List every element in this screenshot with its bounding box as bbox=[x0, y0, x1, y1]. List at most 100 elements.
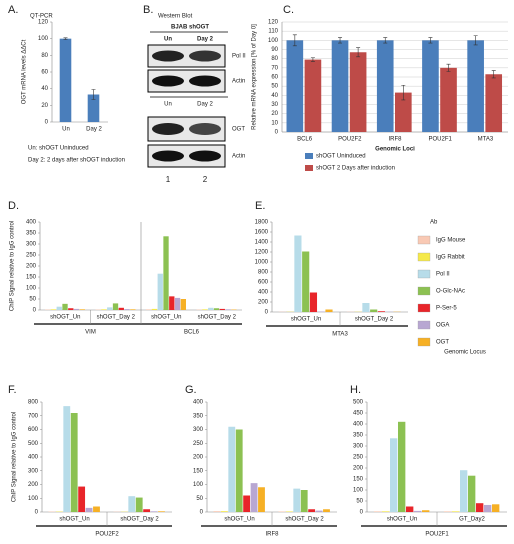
x-tick-label: shOGT_Un bbox=[50, 315, 80, 321]
bar bbox=[302, 251, 310, 312]
blot bbox=[147, 144, 226, 168]
y-tick-label: 150 bbox=[353, 477, 364, 483]
y-tick-label: 400 bbox=[28, 455, 39, 461]
y-tick-label: 0 bbox=[265, 310, 269, 316]
bar bbox=[79, 309, 85, 310]
band bbox=[152, 75, 184, 87]
y-tick-label: 100 bbox=[193, 482, 204, 488]
bar bbox=[377, 311, 386, 312]
locus-label: MTA3 bbox=[332, 332, 348, 338]
bar bbox=[395, 92, 412, 132]
locus-label: POU2F2 bbox=[95, 532, 119, 538]
legend-swatch bbox=[417, 320, 431, 330]
y-tick-label: 1200 bbox=[255, 250, 269, 256]
y-tick-label: 150 bbox=[193, 468, 204, 474]
bar bbox=[202, 309, 208, 310]
bar bbox=[85, 507, 93, 512]
legend-label: P-Ser-5 bbox=[436, 306, 457, 312]
legend-swatch bbox=[417, 337, 431, 347]
y-tick-label: 500 bbox=[353, 400, 364, 406]
x-tick-label: shOGT_Un bbox=[151, 315, 181, 321]
bar bbox=[50, 309, 57, 310]
bar bbox=[135, 497, 143, 512]
y-tick-label: 200 bbox=[28, 482, 39, 488]
legend-label: Pol II bbox=[436, 272, 450, 278]
annotation: Genomic Locus bbox=[444, 350, 486, 356]
x-axis-label: Genomic Loci bbox=[375, 147, 415, 153]
y-tick-label: 400 bbox=[26, 220, 37, 226]
y-tick-label: 300 bbox=[193, 427, 204, 433]
y-tick-label: 300 bbox=[353, 444, 364, 450]
y-tick-label: 50 bbox=[196, 496, 203, 502]
bar bbox=[398, 421, 406, 512]
y-tick-label: 80 bbox=[271, 56, 278, 62]
bar bbox=[422, 40, 439, 133]
chart-title: QT-PCR bbox=[30, 14, 53, 20]
y-tick-label: 110 bbox=[268, 29, 278, 35]
y-tick-label: 450 bbox=[353, 411, 364, 417]
bar bbox=[151, 308, 158, 310]
y-tick-label: 100 bbox=[38, 36, 49, 42]
locus-label: IRF8 bbox=[265, 532, 279, 538]
error-bar bbox=[446, 63, 451, 72]
legend-title: Ab bbox=[430, 220, 438, 226]
y-axis-label: Relative mRNA expression [% of Day 0] bbox=[252, 24, 258, 130]
legend-label: IgG Mouse bbox=[436, 238, 466, 244]
legend-swatch bbox=[417, 252, 431, 262]
y-tick-label: 250 bbox=[26, 253, 37, 259]
legend-swatch bbox=[417, 235, 431, 245]
x-tick-label: BCL6 bbox=[297, 137, 313, 143]
bar bbox=[143, 509, 151, 512]
bar bbox=[174, 297, 181, 310]
locus-label: VIM bbox=[85, 330, 96, 336]
y-tick-label: 250 bbox=[353, 455, 364, 461]
y-tick-label: 70 bbox=[271, 65, 278, 71]
panel-label: E. bbox=[255, 200, 265, 212]
bar bbox=[62, 303, 68, 310]
y-tick-label: 1000 bbox=[255, 260, 269, 266]
bar bbox=[220, 511, 228, 512]
y-tick-label: 500 bbox=[28, 441, 39, 447]
bar bbox=[101, 309, 107, 310]
bar bbox=[93, 506, 100, 512]
bar bbox=[87, 94, 100, 122]
lane-label: Un bbox=[164, 102, 172, 108]
y-tick-label: 60 bbox=[271, 75, 278, 81]
legend-swatch bbox=[305, 153, 313, 159]
x-tick-label: POU2F1 bbox=[429, 137, 453, 143]
x-tick-label: POU2F2 bbox=[338, 137, 362, 143]
bar bbox=[382, 511, 390, 512]
error-bar bbox=[338, 37, 343, 44]
locus-label: POU2F1 bbox=[425, 532, 449, 538]
bar bbox=[107, 307, 113, 310]
note: Un: shOGT Uninduced bbox=[28, 146, 89, 152]
blot bbox=[147, 44, 226, 68]
y-tick-label: 1800 bbox=[255, 220, 269, 226]
lane-number: 2 bbox=[203, 175, 208, 184]
bar bbox=[315, 510, 323, 512]
bar bbox=[180, 299, 186, 310]
y-tick-label: 400 bbox=[193, 400, 204, 406]
y-tick-label: 1600 bbox=[255, 230, 269, 236]
legend-swatch bbox=[305, 165, 313, 171]
legend-label: O-Glc-NAc bbox=[436, 289, 465, 295]
error-bar bbox=[401, 84, 406, 101]
band bbox=[189, 150, 221, 162]
y-tick-label: 250 bbox=[193, 441, 204, 447]
y-tick-label: 90 bbox=[271, 47, 278, 53]
legend-swatch bbox=[417, 269, 431, 279]
bar bbox=[219, 308, 225, 310]
x-tick-label: Un bbox=[62, 127, 70, 133]
y-tick-label: 120 bbox=[38, 20, 49, 26]
x-tick-label: shOGT_Day 2 bbox=[120, 517, 159, 523]
bar bbox=[124, 309, 130, 310]
bar bbox=[68, 308, 74, 310]
y-tick-label: 100 bbox=[26, 286, 37, 292]
y-tick-label: 200 bbox=[353, 466, 364, 472]
bar bbox=[213, 511, 221, 512]
y-tick-label: 800 bbox=[258, 270, 269, 276]
bar bbox=[146, 309, 152, 310]
lane-number: 1 bbox=[166, 175, 171, 184]
blot-label: Actin bbox=[232, 79, 245, 85]
bar bbox=[286, 40, 304, 133]
